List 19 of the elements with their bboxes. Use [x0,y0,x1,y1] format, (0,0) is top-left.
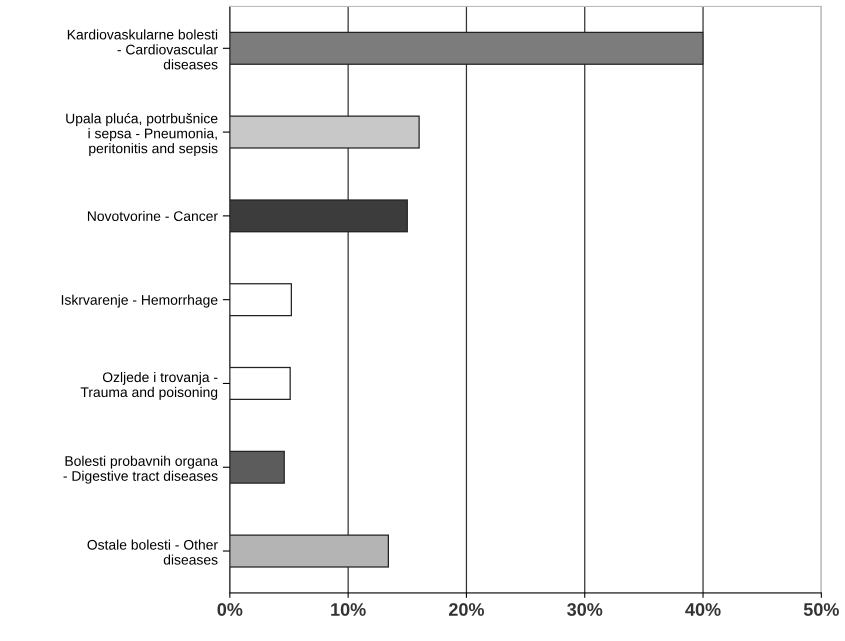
x-tick-label: 50% [804,603,839,616]
x-tick-label: 10% [331,603,366,616]
y-tick-label: Kardiovaskularne bolesti - Cardiovascular diseases [68,29,218,70]
bar [230,366,291,400]
y-tick-label: Ozljede i trovanja - Trauma and poisoning [80,372,218,400]
x-tick-label: 0% [218,603,242,616]
bar [230,32,704,65]
y-tick-label: Upala pluća, potrbušnice i sepsa - Pneumonia, peritonitis and sepsis [66,113,218,156]
y-tick-label: Iskrvarenje - Hemorrhage [62,294,218,308]
bar [230,534,389,568]
bar [230,283,292,316]
y-tick-label: Bolesti probavnih organa - Digestive tract diseases [64,456,218,484]
y-tick-label: Novotvorine - Cancer [88,210,218,222]
x-tick-label: 20% [449,603,484,616]
x-tick-label: 40% [685,603,721,616]
bar [230,450,285,484]
x-tick-label: 30% [567,603,602,616]
y-tick-label: Ostale bolesti - Other diseases [87,540,218,565]
bar [230,116,420,149]
